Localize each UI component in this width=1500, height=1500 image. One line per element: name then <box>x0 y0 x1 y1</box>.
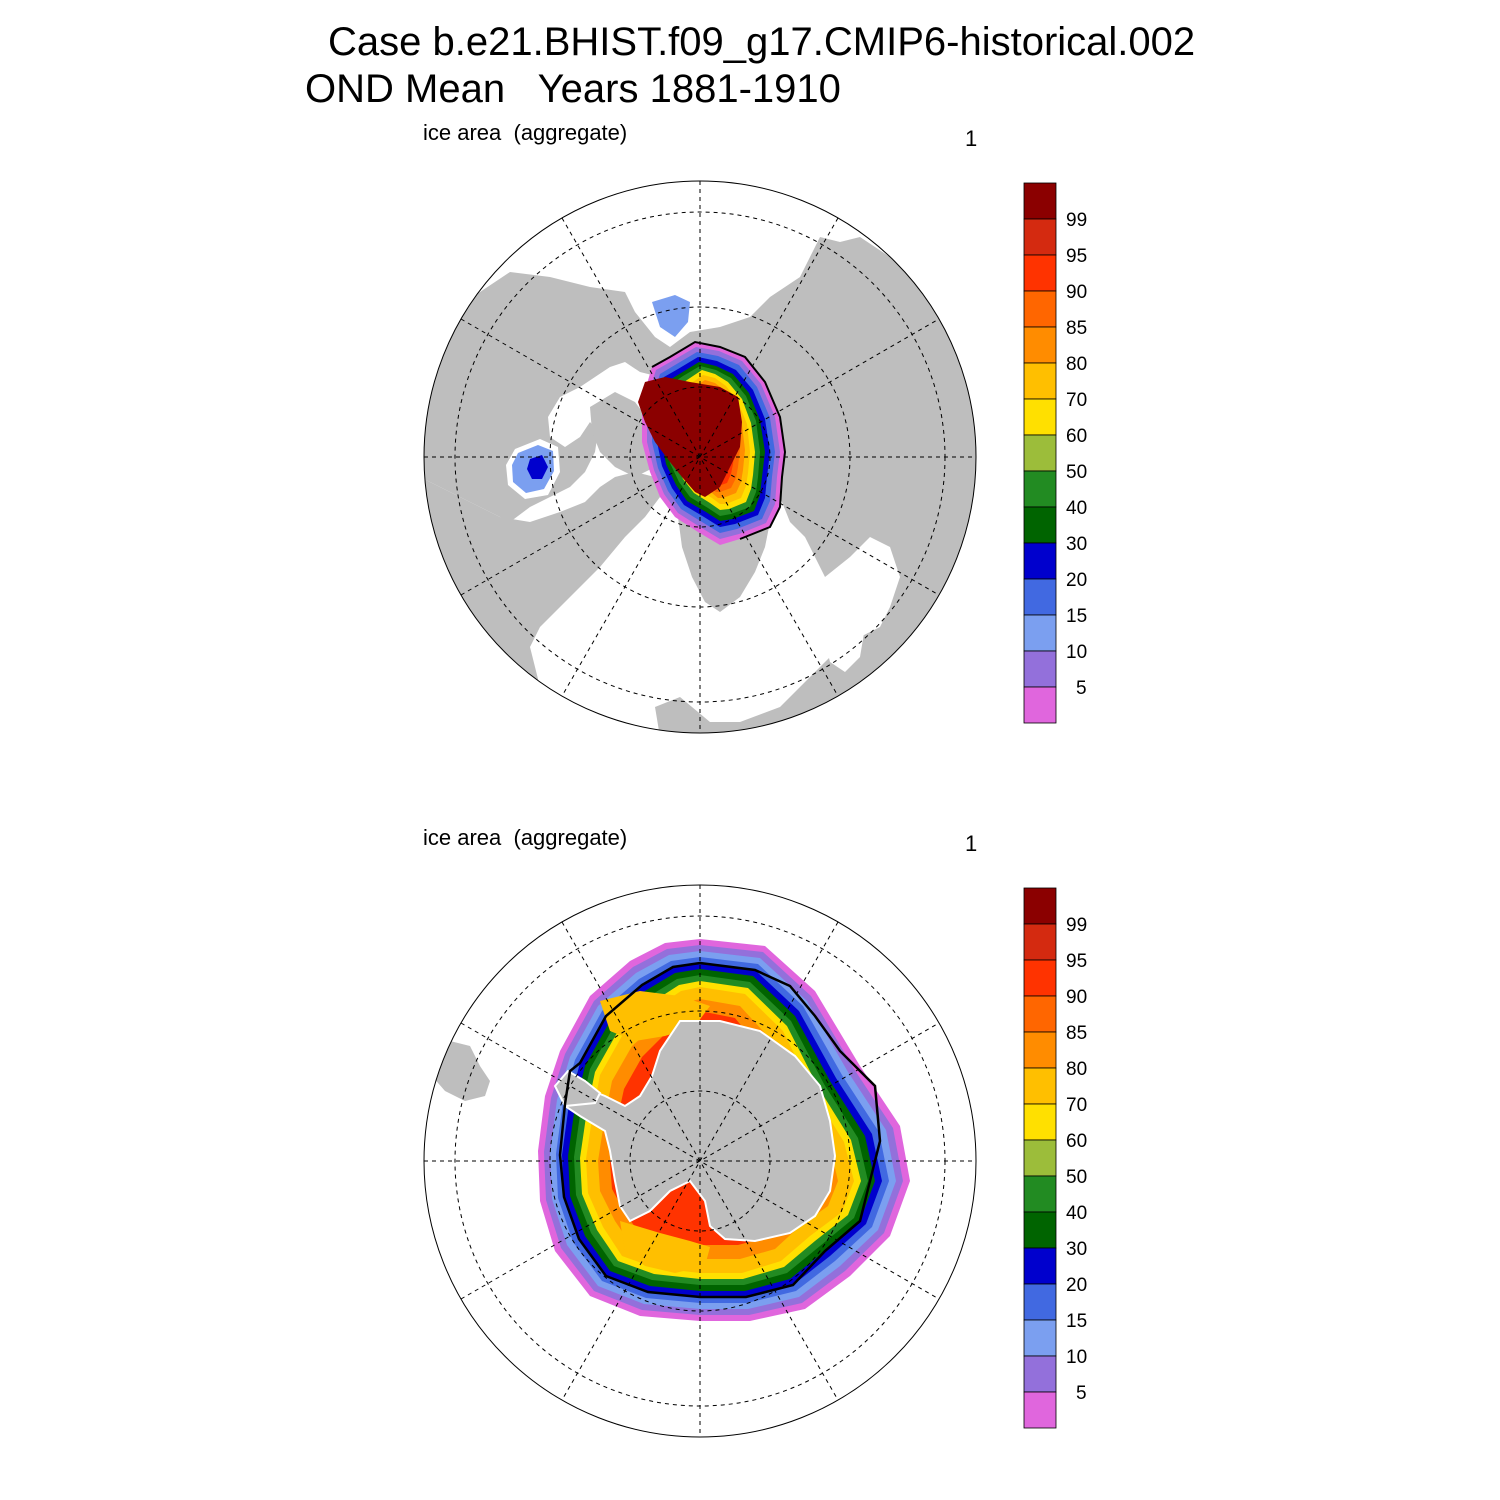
colorbar-level-label: 60 <box>1066 1131 1087 1152</box>
arctic-polar-map <box>423 180 977 734</box>
colorbar-level-label: 10 <box>1066 1347 1087 1368</box>
colorbar-box <box>1023 1319 1057 1357</box>
colorbar-level-label: 85 <box>1066 1023 1087 1044</box>
baltic-sea-water <box>825 607 865 672</box>
arctic-map-border <box>423 180 977 734</box>
colorbar-level-label: 40 <box>1066 1203 1087 1224</box>
colorbar-box <box>1023 542 1057 580</box>
colorbar-box <box>1023 1103 1057 1141</box>
colorbar-level-label: 99 <box>1066 915 1087 936</box>
colorbar-box <box>1023 326 1057 364</box>
colorbar-level-label: 40 <box>1066 498 1087 519</box>
colorbar-level-label: 95 <box>1066 246 1087 267</box>
colorbar-level-label: 70 <box>1066 1095 1087 1116</box>
colorbar-box <box>1023 650 1057 688</box>
colorbar-box <box>1023 398 1057 436</box>
colorbar-box <box>1023 887 1057 925</box>
colorbar-box <box>1023 1283 1057 1321</box>
colorbar-box <box>1023 1247 1057 1285</box>
colorbar-level-label: 80 <box>1066 1059 1087 1080</box>
eurasia-land <box>424 237 976 733</box>
colorbar-level-label: 15 <box>1066 606 1087 627</box>
colorbar-box <box>1023 1211 1057 1249</box>
colorbar-level-label: 5 <box>1076 678 1087 699</box>
colorbar-box <box>1023 1355 1057 1393</box>
antarctic-polar-map <box>423 884 977 1438</box>
colorbar-box <box>1023 995 1057 1033</box>
colorbar-level-label: 20 <box>1066 1275 1087 1296</box>
colorbar-box <box>1023 1175 1057 1213</box>
colorbar-level-label: 80 <box>1066 354 1087 375</box>
colorbar-level-label: 90 <box>1066 987 1087 1008</box>
colorbar-box <box>1023 1391 1057 1429</box>
south-panel-left-label: ice area (aggregate) <box>423 825 628 850</box>
figure-title-line-1: Case b.e21.BHIST.f09_g17.CMIP6-historica… <box>328 20 1196 64</box>
colorbar-box <box>1023 362 1057 400</box>
colorbar-level-label: 50 <box>1066 1167 1087 1188</box>
bering-sea-ice <box>652 295 690 337</box>
ross-sea-ice <box>620 1221 710 1273</box>
colorbar-level-label: 50 <box>1066 462 1087 483</box>
colorbar-level-label: 70 <box>1066 390 1087 411</box>
colorbar-box <box>1023 959 1057 997</box>
figure-title-line-2: OND Mean Years 1881-1910 <box>305 67 841 111</box>
colorbar-level-label: 99 <box>1066 210 1087 231</box>
antarctic-colorbar: 99 95 90 85 80 70 60 50 40 30 20 15 10 5 <box>1023 887 1087 1429</box>
colorbar-level-label: 5 <box>1076 1383 1087 1404</box>
antarctica-land <box>558 1020 837 1243</box>
colorbar-box <box>1023 686 1057 724</box>
colorbar-level-label: 30 <box>1066 1239 1087 1260</box>
colorbar-box <box>1023 290 1057 328</box>
colorbar-box <box>1023 1031 1057 1069</box>
colorbar-level-label: 90 <box>1066 282 1087 303</box>
colorbar-box <box>1023 1067 1057 1105</box>
colorbar-box <box>1023 218 1057 256</box>
colorbar-level-label: 15 <box>1066 1311 1087 1332</box>
antarctic-map-border <box>423 884 977 1438</box>
colorbar-box <box>1023 470 1057 508</box>
colorbar-box <box>1023 578 1057 616</box>
north-panel-left-label: ice area (aggregate) <box>423 120 628 145</box>
colorbar-box <box>1023 506 1057 544</box>
colorbar-level-label: 30 <box>1066 534 1087 555</box>
colorbar-level-label: 10 <box>1066 642 1087 663</box>
arctic-ice-edge-line <box>651 340 787 540</box>
central-arctic-pack-ice <box>638 377 742 497</box>
arctic-colorbar: 99 95 90 85 80 70 60 50 40 30 20 15 10 5 <box>1023 182 1087 724</box>
colorbar-level-label: 95 <box>1066 951 1087 972</box>
hudson-bay-ice-inner <box>527 455 548 479</box>
arctic-graticule <box>424 181 976 733</box>
colorbar-box <box>1023 614 1057 652</box>
colorbar-box <box>1023 923 1057 961</box>
north-panel-right-label: 1 <box>965 126 978 151</box>
colorbar-level-label: 20 <box>1066 570 1087 591</box>
colorbar-level-label: 85 <box>1066 318 1087 339</box>
colorbar-level-label: 60 <box>1066 426 1087 447</box>
arctic-sea-ice-field <box>638 340 787 545</box>
colorbar-box <box>1023 434 1057 472</box>
south-panel-right-label: 1 <box>965 831 978 856</box>
colorbar-box <box>1023 182 1057 220</box>
colorbar-box <box>1023 1139 1057 1177</box>
colorbar-box <box>1023 254 1057 292</box>
antarctic-graticule <box>424 885 976 1437</box>
